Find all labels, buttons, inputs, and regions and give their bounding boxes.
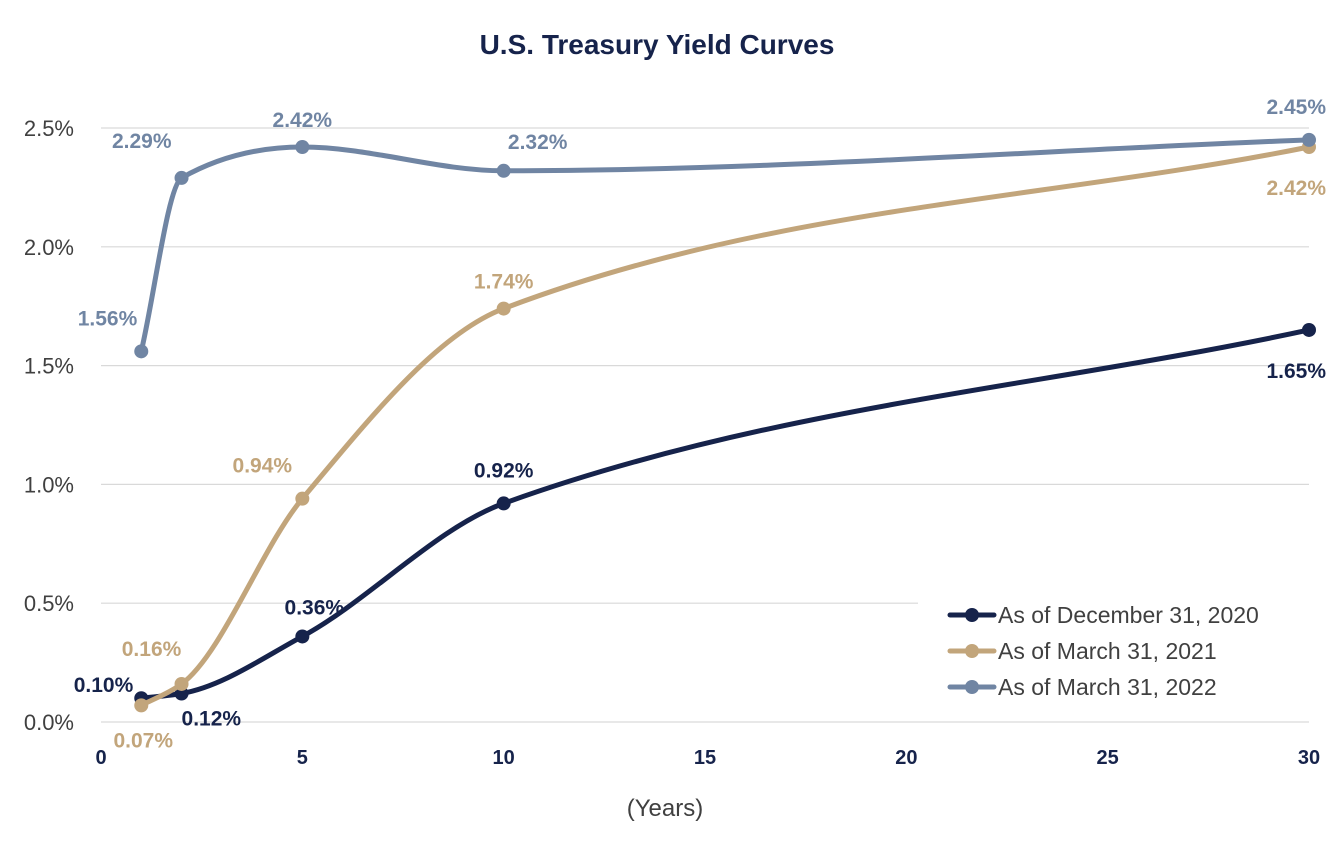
x-tick-label: 30 xyxy=(1298,747,1320,769)
legend-marker xyxy=(965,644,979,658)
data-label: 1.56% xyxy=(78,307,138,330)
x-tick-label: 20 xyxy=(895,747,917,769)
gridlines xyxy=(101,127,1309,723)
y-axis-ticks: 0.0% 0.5% 1.0% 1.5% 2.0% 2.5% xyxy=(24,116,74,735)
y-tick-label: 2.5% xyxy=(24,116,74,141)
series-line xyxy=(138,327,1312,701)
data-label: 2.42% xyxy=(1266,177,1326,200)
data-label: 1.65% xyxy=(1266,360,1326,383)
x-tick-label: 15 xyxy=(694,747,716,769)
chart-title: U.S. Treasury Yield Curves xyxy=(480,29,835,60)
data-point xyxy=(496,496,511,511)
data-point xyxy=(134,344,149,359)
legend-label: As of March 31, 2021 xyxy=(998,638,1217,664)
data-label: 0.07% xyxy=(113,729,173,752)
data-point xyxy=(295,491,310,506)
data-point xyxy=(1302,322,1316,337)
data-point xyxy=(1302,132,1316,147)
series-line xyxy=(138,137,1312,354)
series-lines xyxy=(134,132,1316,713)
y-tick-label: 0.0% xyxy=(24,710,74,735)
legend-label: As of December 31, 2020 xyxy=(998,602,1259,628)
x-tick-label: 5 xyxy=(297,747,308,769)
x-axis-ticks: 0 5 10 15 20 25 30 xyxy=(95,747,1320,769)
y-tick-label: 1.0% xyxy=(24,472,74,497)
data-label: 2.29% xyxy=(112,130,172,153)
x-tick-label: 10 xyxy=(493,747,515,769)
data-label: 0.94% xyxy=(233,455,293,478)
data-labels: 0.10% 0.12% 0.36% 0.92% 1.65% 0.07% 0.16% 0.94%… xyxy=(74,96,1327,752)
legend-label: As of March 31, 2022 xyxy=(998,674,1217,700)
data-label: 2.32% xyxy=(508,131,568,154)
x-tick-label: 25 xyxy=(1097,747,1119,769)
data-point xyxy=(134,698,149,713)
y-tick-label: 2.0% xyxy=(24,235,74,260)
series-line xyxy=(138,144,1312,708)
data-point xyxy=(174,676,189,691)
y-tick-label: 1.5% xyxy=(24,354,74,379)
data-label: 0.36% xyxy=(285,596,345,619)
data-label: 0.16% xyxy=(122,638,182,661)
data-point xyxy=(174,170,189,185)
legend-marker xyxy=(965,608,979,622)
data-label: 0.92% xyxy=(474,459,534,482)
data-label: 0.10% xyxy=(74,674,134,697)
data-point xyxy=(295,140,310,155)
data-point xyxy=(496,163,511,178)
data-point xyxy=(295,629,310,644)
data-point xyxy=(496,301,511,316)
x-axis-label: (Years) xyxy=(627,795,703,822)
legend: As of December 31, 2020 As of March 31, 2… xyxy=(947,602,1259,700)
data-label: 1.74% xyxy=(474,271,534,294)
data-label: 0.12% xyxy=(182,707,242,730)
y-tick-label: 0.5% xyxy=(24,591,74,616)
data-label: 2.42% xyxy=(273,109,333,132)
legend-marker xyxy=(965,680,979,694)
x-tick-label: 0 xyxy=(95,747,106,769)
data-label: 2.45% xyxy=(1266,96,1326,119)
